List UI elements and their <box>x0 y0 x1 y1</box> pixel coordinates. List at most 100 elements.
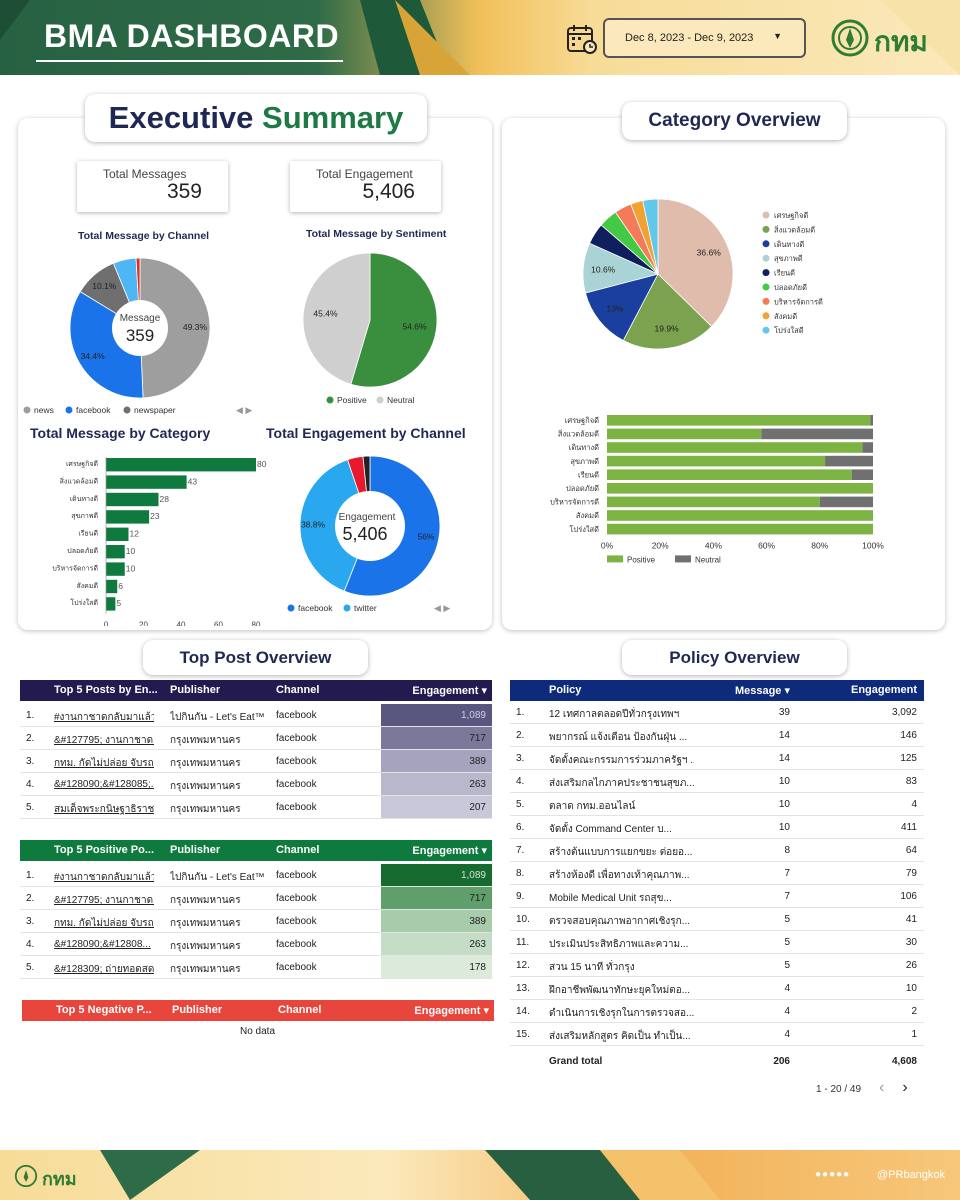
legend-label: facebook <box>298 603 333 613</box>
table-row[interactable]: 13. ฝึกอาชีพพัฒนาทักษะยุคใหม่ตอ... 4 10 <box>510 977 924 1000</box>
table-row[interactable]: 5. สมเด็จพระกนิษฐาธิราชเจ้า ก... กรุงเทพมห… <box>20 796 492 819</box>
row-number: 2. <box>26 893 35 904</box>
row-number: 1. <box>26 870 35 881</box>
message-count: 8 <box>784 845 790 856</box>
category-bar-chart: เศรษฐกิจดี 80 สิ่งแวดล้อมดี 43 เดินทางดี 28 สุ… <box>52 457 267 626</box>
table-header: Top 5 Positive Po... Publisher Channel Enga… <box>20 840 492 861</box>
donut-hole <box>335 491 405 561</box>
legend-dot <box>762 283 770 291</box>
slice-label: 56% <box>417 532 434 542</box>
policy-name: 12 เทศกาลตลอดปีทั่วกรุงเทพฯ <box>549 709 680 720</box>
policy-overview-title: Policy Overview <box>622 640 847 675</box>
table-row[interactable]: 3. จัดตั้งคณะกรรมการร่วมภาครัฐฯ ... 14 125 <box>510 747 924 770</box>
table-row[interactable]: 4. &#128090;&#12808... กรุงเทพมหานคร facebo… <box>20 933 492 956</box>
chart-title-category: Total Message by Category <box>30 425 211 441</box>
column-header[interactable]: Message ▾ <box>734 685 790 697</box>
stacked-bar <box>851 469 873 480</box>
table-row[interactable]: 2. &#127795; งานกาชาด เริ่... กรุงเทพมหานค… <box>20 727 492 750</box>
pagination-text: 1 - 20 / 49 <box>816 1084 862 1095</box>
pie-slice <box>69 291 144 399</box>
prev-page-icon[interactable]: ‹ <box>879 1079 885 1096</box>
category-overview-panel <box>502 118 945 630</box>
policy-name: ส่งเสริมกลไกภาคประชาชนสุขภ... <box>549 778 694 789</box>
policy-name: จัดตั้งคณะกรรมการร่วมภาครัฐฯ ... <box>549 755 694 766</box>
table-row[interactable]: 8. สร้างห้องดี เพื่อทางเท้าคุณภาพ... 7 79 <box>510 862 924 885</box>
row-number: 2. <box>26 733 35 744</box>
row-number: 5. <box>26 962 35 973</box>
row-number: 2. <box>516 730 525 741</box>
stacked-bar <box>607 428 762 440</box>
calendar-icon[interactable] <box>566 23 598 55</box>
table-row[interactable]: 3. กทม. กัดไม่ปล่อย จับรถบรร... กรุงเทพมหา… <box>20 750 492 773</box>
table-row[interactable]: 7. สร้างต้นแบบการแยกขยะ ต่อยอ... 8 64 <box>510 839 924 862</box>
column-header[interactable]: Engagement ▾ <box>414 1005 489 1017</box>
legend-label: Positive <box>627 555 656 564</box>
table-row[interactable]: 14. ดำเนินการเชิงรุกในการตรวจสอ... 4 2 <box>510 1000 924 1023</box>
row-number: 15. <box>516 1029 530 1040</box>
table-row[interactable]: 15. ส่งเสริมหลักสูตร คิดเป็น ทำเป็น... 4 1 <box>510 1023 924 1046</box>
pie-slice <box>584 273 659 342</box>
bma-logo: กทม <box>830 18 945 58</box>
legend-label: twitter <box>354 603 377 613</box>
category-label: ปลอดภัยดี <box>67 547 98 555</box>
table-row[interactable]: 2. &#127795; งานกาชาด เ... กรุงเทพมหานคร fa… <box>20 887 492 910</box>
table-row[interactable]: 1. #งานกาชาดกลับมาแล้ว #ค... ไปกินกัน - Le… <box>20 704 492 727</box>
top5-posts-table: Top 5 Posts by En... Publisher Channel Enga… <box>20 680 492 819</box>
legend-label: เรียนดี <box>774 269 795 278</box>
slice-label: 38.8% <box>301 520 326 530</box>
bar-value-label: 5 <box>116 598 121 608</box>
engagement-cell: 717 <box>381 887 492 909</box>
legend-dot <box>326 396 334 404</box>
column-header: Engagement <box>850 684 917 696</box>
table-row[interactable]: 5. ตลาด กทม.ออนไลน์ 10 4 <box>510 793 924 816</box>
donut-hole <box>112 300 168 356</box>
grand-total-row: Grand total 206 4,608 <box>510 1050 924 1073</box>
pie-slice <box>350 252 438 388</box>
column-header[interactable]: Engagement ▾ <box>412 845 487 857</box>
stacked-bar <box>607 510 873 521</box>
channel-cell: facebook <box>276 779 317 790</box>
category-label: สิ่งแวดล้อมดี <box>60 476 98 485</box>
table-row[interactable]: 11. ประเมินประสิทธิภาพและความ... 5 30 <box>510 931 924 954</box>
row-number: 3. <box>516 753 525 764</box>
table-row[interactable]: 1. #งานกาชาดกลับมาแล้ว #ค... ไปกินกัน - Le… <box>20 864 492 887</box>
table-row[interactable]: 10. ตรวจสอบคุณภาพอากาศเชิงรุก... 5 41 <box>510 908 924 931</box>
row-number: 1. <box>26 710 35 721</box>
policy-name: ตลาด กทม.ออนไลน์ <box>549 801 636 812</box>
category-label: สิ่งแวดล้อมดี <box>557 429 599 439</box>
date-range-picker[interactable]: Dec 8, 2023 - Dec 9, 2023 ▼ <box>603 18 806 58</box>
donut-center-value: 359 <box>126 326 154 345</box>
table-row[interactable]: 5. &#128309; ถ่ายทอดสด ... กรุงเทพมหานคร fa… <box>20 956 492 979</box>
next-page-icon[interactable]: › <box>902 1079 908 1096</box>
engagement-value: 411 <box>901 822 917 833</box>
table-row[interactable]: 6. จัดตั้ง Command Center บ... 10 411 <box>510 816 924 839</box>
table-row[interactable]: 2. พยากรณ์ แจ้งเตือน ป้องกันฝุ่น ... 14 146 <box>510 724 924 747</box>
table-header: Policy Message ▾ Engagement <box>510 680 924 701</box>
table-row[interactable]: 9. Mobile Medical Unit รถสุข... 7 106 <box>510 885 924 908</box>
table-row[interactable]: 4. ส่งเสริมกลไกภาคประชาชนสุขภ... 10 83 <box>510 770 924 793</box>
bar-value-label: 10 <box>126 546 136 556</box>
kpi-label: Total Engagement <box>316 167 413 181</box>
bar-value-label: 6 <box>118 581 123 591</box>
post-link: &#128090;&#12808... <box>54 939 151 950</box>
category-label: บริหารจัดการดี <box>550 498 599 507</box>
bma-seal-icon <box>831 19 869 57</box>
policy-name: สร้างห้องดี เพื่อทางเท้าคุณภาพ... <box>549 870 690 881</box>
table-row[interactable]: 1. 12 เทศกาลตลอดปีทั่วกรุงเทพฯ 39 3,092 <box>510 701 924 724</box>
column-header[interactable]: Engagement ▾ <box>412 685 487 697</box>
table-row[interactable]: 4. &#128090;&#128085;... กรุงเทพมหานคร face… <box>20 773 492 796</box>
publisher-cell: กรุงเทพมหานคร <box>170 735 241 746</box>
engagement-value: 30 <box>905 937 917 948</box>
message-count: 10 <box>778 822 790 833</box>
pie-slice <box>302 252 371 385</box>
bar-value-label: 10 <box>126 563 136 573</box>
row-number: 5. <box>516 799 525 810</box>
engagement-value: 10 <box>905 983 917 994</box>
social-handle[interactable]: @PRbangkok <box>877 1169 946 1181</box>
column-header: Top 5 Posts by En... <box>54 684 158 696</box>
table-row[interactable]: 12. สวน 15 นาที ทั่วกรุง 5 26 <box>510 954 924 977</box>
legend-dot <box>123 406 131 414</box>
table-row[interactable]: 3. กทม. กัดไม่ปล่อย จับรถบรร... กรุงเทพมหา… <box>20 910 492 933</box>
category-label: โปร่งใสดี <box>569 525 599 534</box>
channel-cell: facebook <box>276 916 317 927</box>
